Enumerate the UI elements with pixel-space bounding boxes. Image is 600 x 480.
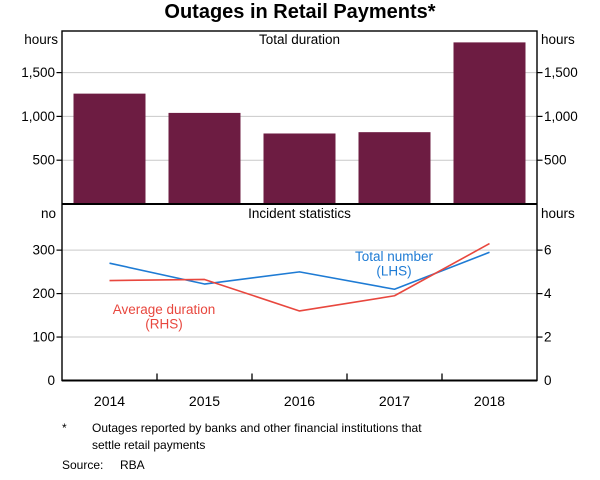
ytick-label-right-bottom-0: 0 <box>544 373 552 388</box>
line-average-duration <box>109 242 490 312</box>
ytick-label-right-top-1,500: 1,500 <box>544 65 578 80</box>
footnote-line-2: settle retail payments <box>92 438 206 452</box>
ytick-label-right-bottom-6: 6 <box>544 243 552 258</box>
ytick-label-left-top-1,500: 1,500 <box>21 65 55 80</box>
ytick-label-left-bottom-100: 100 <box>32 330 55 345</box>
unit-label-top-right: hours <box>541 32 575 47</box>
unit-label-bottom-left: no <box>41 206 56 221</box>
unit-label-top-left: hours <box>24 32 58 47</box>
ytick-label-left-top-1,000: 1,000 <box>21 109 55 124</box>
footnote-line-1: Outages reported by banks and other fina… <box>92 421 422 435</box>
ytick-label-left-bottom-200: 200 <box>32 286 55 301</box>
bar-2015 <box>168 112 241 204</box>
xtick-label-2014: 2014 <box>94 393 125 409</box>
chart-title: Outages in Retail Payments* <box>164 1 436 23</box>
bar-2016 <box>263 133 336 204</box>
xtick-label-2017: 2017 <box>379 393 410 409</box>
ytick-label-right-top-1,000: 1,000 <box>544 109 578 124</box>
series-label-axis-average-duration: (RHS) <box>145 317 183 332</box>
bar-2017 <box>358 132 431 204</box>
ytick-label-left-bottom-0: 0 <box>47 373 55 388</box>
footnote-text: Outages reported by banks and other fina… <box>92 420 512 454</box>
xtick-label-2018: 2018 <box>474 393 505 409</box>
bar-2014 <box>73 93 146 204</box>
source-label: Source: <box>62 458 104 472</box>
unit-label-bottom-right: hours <box>541 206 575 221</box>
ytick-label-left-top-500: 500 <box>32 153 55 168</box>
panel-title-bottom: Incident statistics <box>248 206 351 221</box>
source-value: RBA <box>120 458 145 472</box>
series-label-average-duration: Average duration <box>113 302 216 317</box>
ytick-label-right-bottom-2: 2 <box>544 330 552 345</box>
ytick-label-right-bottom-4: 4 <box>544 286 552 301</box>
series-label-axis-total-number: (LHS) <box>376 264 411 279</box>
series-label-total-number: Total number <box>355 249 434 264</box>
line-total-number <box>109 251 490 291</box>
bar-2018 <box>453 42 526 204</box>
panel-title-top: Total duration <box>259 32 340 47</box>
ytick-label-right-top-500: 500 <box>544 153 567 168</box>
xtick-label-2015: 2015 <box>189 393 220 409</box>
ytick-label-left-bottom-300: 300 <box>32 243 55 258</box>
xtick-label-2016: 2016 <box>284 393 315 409</box>
footnote-marker: * <box>62 421 67 435</box>
